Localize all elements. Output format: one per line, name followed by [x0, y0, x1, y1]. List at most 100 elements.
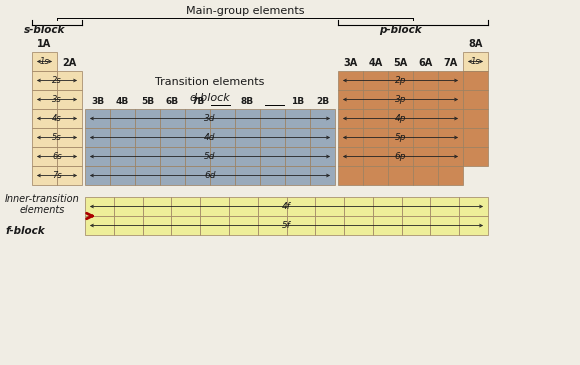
Text: 7B: 7B [191, 97, 204, 106]
Text: 4s: 4s [52, 114, 62, 123]
Text: 1A: 1A [37, 39, 52, 49]
Text: 7A: 7A [443, 58, 458, 68]
Text: 3A: 3A [343, 58, 358, 68]
Bar [363, 147, 388, 166]
Text: 1s: 1s [470, 57, 480, 66]
Bar [463, 109, 488, 128]
Bar [287, 197, 316, 216]
Bar [235, 128, 260, 147]
Bar [388, 128, 413, 147]
Bar [171, 197, 200, 216]
Bar [363, 166, 388, 185]
Text: 4d: 4d [204, 133, 216, 142]
Text: 6d: 6d [204, 171, 216, 180]
Bar [171, 216, 200, 235]
Bar [210, 166, 235, 185]
Bar [338, 147, 363, 166]
Bar [114, 216, 143, 235]
Bar [285, 128, 310, 147]
Bar [285, 147, 310, 166]
Bar [316, 216, 344, 235]
Bar [338, 128, 363, 147]
Text: 3B: 3B [91, 97, 104, 106]
Bar [463, 90, 488, 109]
Bar [235, 166, 260, 185]
Bar [185, 166, 210, 185]
Bar [388, 71, 413, 90]
Bar [85, 166, 110, 185]
Bar [85, 216, 114, 235]
Text: p-block: p-block [379, 25, 422, 35]
Text: 1s: 1s [39, 57, 49, 66]
Bar [363, 128, 388, 147]
Bar [363, 109, 388, 128]
Bar [57, 166, 82, 185]
Bar [160, 147, 185, 166]
Text: 3p: 3p [395, 95, 406, 104]
Text: 5d: 5d [204, 152, 216, 161]
Text: 5s: 5s [52, 133, 62, 142]
Text: 3s: 3s [52, 95, 62, 104]
Bar [310, 128, 335, 147]
Text: 6B: 6B [166, 97, 179, 106]
Bar [363, 90, 388, 109]
Bar [110, 166, 135, 185]
Text: 1B: 1B [291, 97, 304, 106]
Bar [32, 90, 57, 109]
Bar [430, 216, 459, 235]
Bar [185, 147, 210, 166]
Text: Transition elements: Transition elements [155, 77, 264, 87]
Bar [32, 109, 57, 128]
Bar [200, 197, 229, 216]
Bar [229, 197, 258, 216]
Bar [110, 147, 135, 166]
Bar [338, 71, 363, 90]
Bar [388, 147, 413, 166]
Bar [210, 147, 235, 166]
Bar [114, 197, 143, 216]
Text: 5B: 5B [141, 97, 154, 106]
Text: 2s: 2s [52, 76, 62, 85]
Bar [57, 71, 82, 90]
Bar [413, 90, 438, 109]
Bar [235, 109, 260, 128]
Text: 4p: 4p [395, 114, 406, 123]
Bar [229, 216, 258, 235]
Text: 3d: 3d [204, 114, 216, 123]
Bar [143, 216, 171, 235]
Bar [401, 197, 430, 216]
Bar [413, 166, 438, 185]
Bar [338, 166, 363, 185]
Text: s-block: s-block [24, 25, 65, 35]
Bar [210, 109, 235, 128]
Bar [135, 109, 160, 128]
Bar [258, 216, 287, 235]
Bar [413, 71, 438, 90]
Bar [438, 90, 463, 109]
Text: 2p: 2p [395, 76, 406, 85]
Bar [285, 166, 310, 185]
Bar [310, 166, 335, 185]
Text: 8A: 8A [468, 39, 483, 49]
Bar [463, 128, 488, 147]
Text: 6p: 6p [395, 152, 406, 161]
Bar [32, 166, 57, 185]
Text: 5p: 5p [395, 133, 406, 142]
Bar [459, 216, 488, 235]
Bar [260, 166, 285, 185]
Bar [135, 128, 160, 147]
Bar [373, 197, 401, 216]
Bar [344, 216, 373, 235]
Bar [413, 147, 438, 166]
Bar [85, 128, 110, 147]
Bar [258, 197, 287, 216]
Bar [260, 147, 285, 166]
Text: 2A: 2A [63, 58, 77, 68]
Text: 5A: 5A [393, 58, 408, 68]
Text: 6A: 6A [418, 58, 433, 68]
Bar [388, 166, 413, 185]
Bar [110, 109, 135, 128]
Bar [413, 109, 438, 128]
Bar [344, 197, 373, 216]
Bar [200, 216, 229, 235]
